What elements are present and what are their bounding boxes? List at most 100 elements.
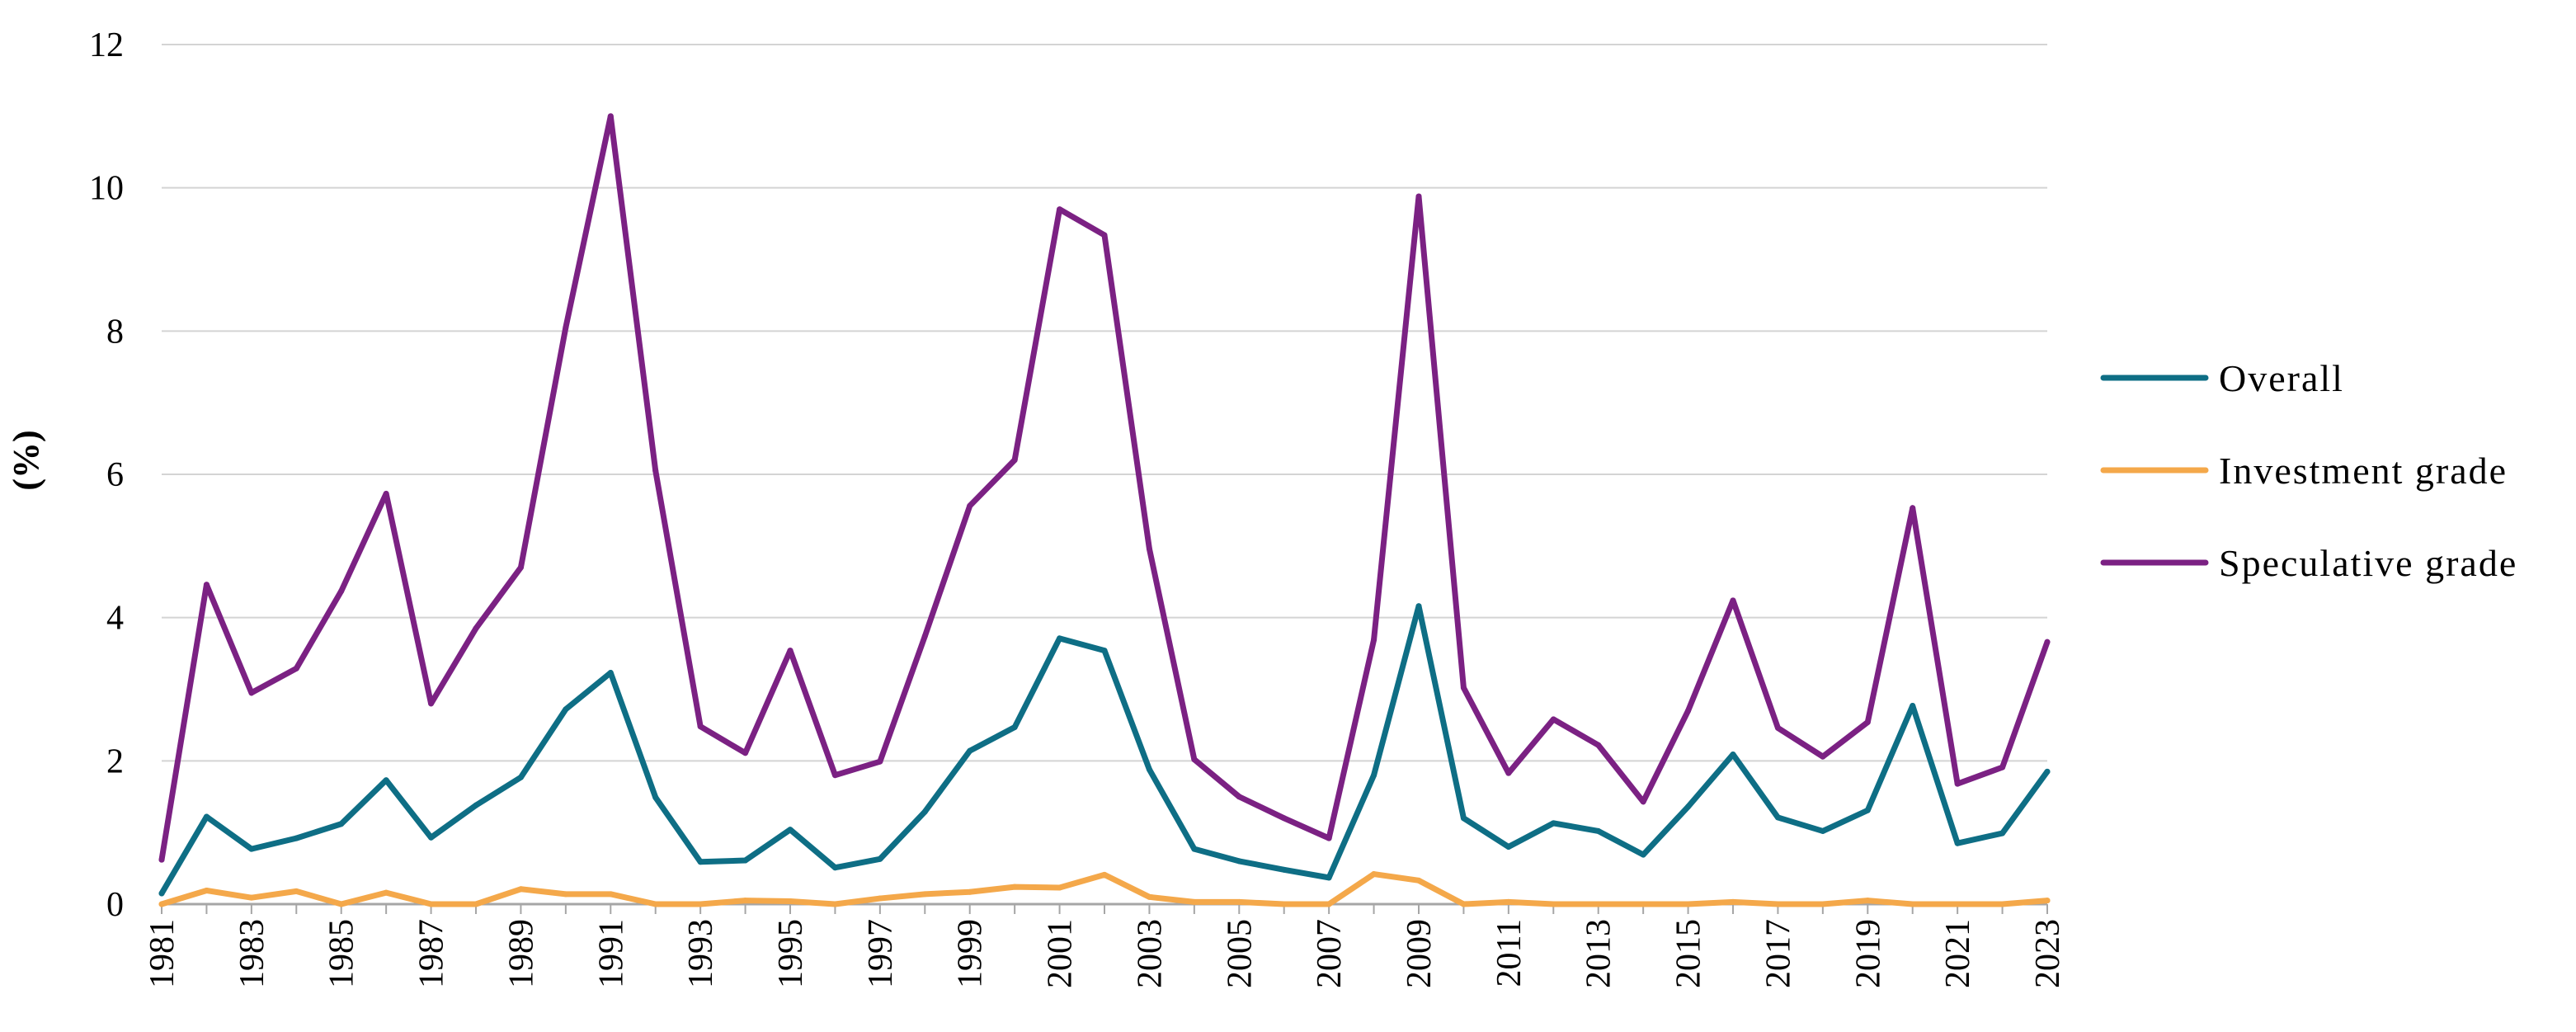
data-point-speculative-grade — [517, 564, 524, 571]
data-point-investment-grade — [1236, 898, 1242, 905]
data-point-investment-grade — [1281, 901, 1288, 907]
data-point-investment-grade — [1595, 901, 1602, 907]
data-point-investment-grade — [203, 888, 210, 894]
data-point-speculative-grade — [248, 690, 255, 696]
data-point-investment-grade — [1685, 901, 1692, 907]
x-tick-label: 1983 — [233, 919, 271, 988]
data-point-speculative-grade — [1281, 815, 1288, 822]
legend: Overall Investment grade Speculative grade — [2100, 357, 2517, 584]
data-point-overall — [1326, 874, 1332, 881]
data-point-investment-grade — [293, 888, 299, 894]
data-point-investment-grade — [1101, 871, 1108, 878]
data-point-investment-grade — [1910, 901, 1916, 907]
data-point-investment-grade — [1057, 884, 1063, 891]
data-point-investment-grade — [831, 901, 838, 907]
data-point-overall — [1057, 635, 1063, 642]
data-point-overall — [1371, 772, 1377, 779]
data-point-overall — [1281, 866, 1288, 873]
x-tick-label: 1997 — [862, 919, 900, 988]
y-tick-label: 2 — [106, 742, 124, 780]
data-point-overall — [293, 835, 299, 841]
series-line-speculative-grade — [158, 113, 2051, 863]
data-point-investment-grade — [921, 891, 928, 898]
y-tick-label: 6 — [106, 456, 124, 494]
data-point-speculative-grade — [1505, 770, 1512, 776]
data-point-speculative-grade — [1999, 764, 2006, 770]
x-tick-label: 1985 — [323, 919, 361, 988]
x-tick-label: 2001 — [1042, 919, 1080, 988]
data-point-investment-grade — [383, 889, 389, 896]
data-point-overall — [921, 808, 928, 815]
data-point-speculative-grade — [1101, 232, 1108, 238]
data-point-speculative-grade — [1640, 799, 1646, 805]
data-point-investment-grade — [1640, 901, 1646, 907]
data-point-overall — [1820, 827, 1826, 834]
data-point-speculative-grade — [1011, 457, 1018, 464]
data-point-investment-grade — [2044, 898, 2051, 904]
data-point-investment-grade — [652, 901, 659, 907]
x-tick-label: 2023 — [2029, 919, 2067, 988]
data-point-overall — [1999, 830, 2006, 836]
x-tick-label: 2003 — [1131, 919, 1169, 988]
data-point-overall — [383, 777, 389, 784]
y-tick-label: 4 — [106, 600, 124, 638]
data-point-investment-grade — [1730, 898, 1736, 905]
data-point-overall — [1101, 648, 1108, 654]
data-point-overall — [1460, 815, 1467, 822]
data-point-speculative-grade — [1146, 545, 1152, 552]
data-point-investment-grade — [1505, 898, 1512, 905]
legend-label-speculative-grade: Speculative grade — [2219, 542, 2517, 584]
gridlines — [162, 44, 2047, 762]
data-point-investment-grade — [1415, 877, 1422, 884]
data-point-speculative-grade — [1954, 780, 1961, 787]
data-point-investment-grade — [1954, 901, 1961, 907]
y-tick-label: 8 — [106, 313, 124, 351]
data-point-investment-grade — [428, 901, 435, 907]
data-points — [158, 113, 2051, 907]
data-point-speculative-grade — [338, 588, 345, 595]
data-point-overall — [1954, 840, 1961, 846]
data-point-overall — [473, 802, 479, 808]
y-axis-label: (%) — [6, 430, 46, 490]
data-point-speculative-grade — [1685, 708, 1692, 714]
data-point-overall — [338, 821, 345, 827]
x-tick-label: 2015 — [1670, 919, 1708, 988]
data-point-investment-grade — [1011, 884, 1018, 890]
x-tick-label: 2007 — [1311, 919, 1349, 988]
data-point-overall — [1146, 766, 1152, 773]
x-tick-label: 1991 — [592, 919, 630, 988]
data-point-overall — [1415, 603, 1422, 610]
data-point-investment-grade — [1864, 898, 1871, 904]
data-point-speculative-grade — [158, 856, 165, 863]
data-point-speculative-grade — [1774, 724, 1781, 731]
data-point-overall — [607, 670, 614, 676]
x-tick-label: 2019 — [1849, 919, 1887, 988]
series-line-investment-grade — [158, 871, 2051, 907]
data-point-speculative-grade — [293, 665, 299, 672]
data-point-overall — [1236, 858, 1242, 865]
data-point-overall — [1505, 844, 1512, 851]
data-point-investment-grade — [742, 898, 749, 904]
data-point-overall — [517, 774, 524, 780]
x-tick-label: 1989 — [502, 919, 540, 988]
x-tick-label: 1993 — [682, 919, 720, 988]
data-point-investment-grade — [517, 886, 524, 893]
data-point-investment-grade — [1774, 901, 1781, 907]
data-point-overall — [1910, 702, 1916, 709]
data-point-speculative-grade — [563, 324, 569, 331]
data-point-overall — [787, 827, 794, 833]
data-point-overall — [203, 813, 210, 820]
data-point-speculative-grade — [1236, 794, 1242, 800]
data-point-speculative-grade — [428, 700, 435, 707]
data-point-investment-grade — [1146, 893, 1152, 900]
data-point-investment-grade — [563, 891, 569, 898]
legend-label-investment-grade: Investment grade — [2219, 450, 2508, 492]
x-tick-label: 2011 — [1491, 919, 1528, 987]
data-point-overall — [1191, 846, 1198, 852]
data-point-speculative-grade — [607, 113, 614, 120]
data-point-speculative-grade — [2044, 639, 2051, 645]
legend-label-overall: Overall — [2219, 357, 2344, 399]
x-tick-label: 2021 — [1939, 919, 1977, 988]
data-point-speculative-grade — [697, 723, 704, 730]
y-tick-label: 0 — [106, 886, 124, 924]
